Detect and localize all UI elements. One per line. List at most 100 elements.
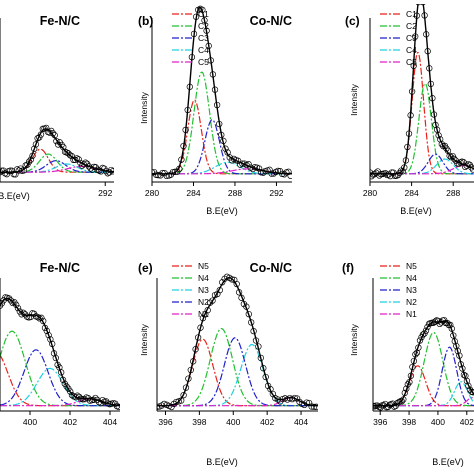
data-marker <box>49 130 57 137</box>
panel-label-f: (f) <box>342 261 354 275</box>
x-axis-label-c: B.E(eV) <box>400 206 432 216</box>
data-marker <box>266 166 273 173</box>
data-marker <box>407 372 415 379</box>
envelope-c <box>370 4 474 175</box>
data-marker <box>34 135 41 142</box>
panel-label-e: (e) <box>138 261 153 275</box>
data-marker <box>425 320 433 327</box>
data-marker <box>53 137 60 145</box>
data-marker <box>416 337 424 344</box>
legend-entry-c4: C4 <box>406 45 417 55</box>
data-marker <box>291 394 298 402</box>
x-tick-label-e: 402 <box>260 417 274 427</box>
data-marker <box>406 378 413 386</box>
data-marker <box>264 382 272 390</box>
data-marker <box>274 167 282 175</box>
data-marker <box>190 30 198 38</box>
x-tick-label-b: 284 <box>186 188 200 198</box>
panel-label-c: (c) <box>345 14 360 28</box>
panel-a: 292 B.E(eV) Fe-N/C <box>0 14 114 201</box>
data-marker <box>454 347 461 355</box>
data-marker <box>14 304 22 312</box>
data-marker <box>222 145 229 152</box>
data-marker <box>245 310 252 318</box>
data-marker <box>455 160 463 167</box>
x-tick-label-a: 292 <box>98 188 112 198</box>
legend-entry-n1: N1 <box>406 309 417 319</box>
data-marker <box>433 126 441 133</box>
data-marker <box>444 319 451 327</box>
data-marker <box>403 385 410 392</box>
data-marker <box>197 324 204 331</box>
data-marker <box>370 173 375 180</box>
x-tick-label-d: 400 <box>23 417 37 427</box>
data-marker <box>180 142 187 150</box>
data-marker <box>404 381 411 388</box>
data-marker <box>249 165 256 173</box>
y-axis-label-c: Intensity <box>349 83 359 115</box>
x-axis-label-a: B.E(eV) <box>0 191 30 201</box>
data-marker <box>184 106 191 114</box>
data-marker <box>187 366 194 374</box>
legend-entry-c5: C5 <box>198 57 209 67</box>
data-marker <box>32 141 40 148</box>
x-tick-label-e: 400 <box>226 417 240 427</box>
data-marker <box>199 6 206 13</box>
data-marker <box>173 398 180 406</box>
data-marker <box>216 286 223 294</box>
legend-entry-n3: N3 <box>406 285 417 295</box>
data-marker <box>429 95 436 102</box>
data-marker <box>66 152 74 159</box>
data-marker <box>58 141 65 149</box>
panel-e: 396 398 400 402 404 B.E(eV) Intensity Co-N/C (e)… <box>138 261 318 467</box>
data-marker <box>233 280 240 288</box>
data-marker <box>99 396 106 404</box>
data-marker <box>0 300 5 307</box>
plot-area-c <box>370 4 474 180</box>
data-marker <box>188 53 196 61</box>
data-marker <box>38 314 45 321</box>
data-marker <box>1 170 9 177</box>
data-marker <box>204 307 211 314</box>
data-marker <box>255 165 263 172</box>
data-marker <box>178 397 185 404</box>
panel-title-b: Co-N/C <box>250 14 292 28</box>
data-marker <box>182 384 190 391</box>
panel-title-d: Fe-N/C <box>40 261 80 275</box>
legend-entry-n3: N3 <box>198 285 209 295</box>
plot-area-b <box>152 5 292 180</box>
data-marker <box>465 382 472 389</box>
data-marker <box>192 13 200 20</box>
data-marker <box>422 327 430 334</box>
data-marker <box>192 346 199 353</box>
data-marker <box>171 168 179 175</box>
data-marker <box>67 388 74 395</box>
data-marker <box>459 365 466 372</box>
panel-title-e: Co-N/C <box>250 261 292 275</box>
data-marker <box>37 131 45 138</box>
data-marker <box>209 297 216 304</box>
data-marker <box>415 4 421 6</box>
data-marker <box>182 126 189 134</box>
data-marker <box>24 161 31 168</box>
data-marker <box>207 57 214 64</box>
x-tick-label-e: 396 <box>158 417 172 427</box>
plot-area-f <box>373 316 474 411</box>
plot-area-d <box>0 294 120 411</box>
legend-entry-n5: N5 <box>406 261 417 271</box>
legend-entry-n5: N5 <box>198 261 209 271</box>
legend-entry-c3: C3 <box>198 33 209 43</box>
data-marker <box>178 156 185 163</box>
data-marker <box>92 394 99 402</box>
data-marker <box>457 361 465 368</box>
legend-entry-c2: C2 <box>406 21 417 31</box>
data-marker <box>82 159 89 166</box>
data-marker <box>268 170 275 177</box>
data-marker <box>205 42 212 50</box>
data-marker <box>245 161 252 168</box>
data-marker <box>46 129 53 136</box>
data-marker <box>423 31 430 38</box>
data-marker <box>395 399 402 406</box>
